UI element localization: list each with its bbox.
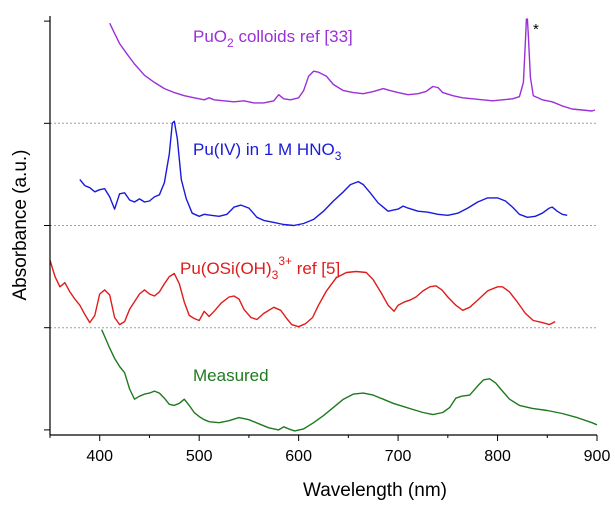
x-tick-label-800: 800 xyxy=(484,448,511,465)
series-label-1: Pu(IV) in 1 M HNO3 xyxy=(193,140,342,163)
peak-marker: * xyxy=(533,21,539,38)
x-tick-label-600: 600 xyxy=(285,448,312,465)
y-axis-label: Absorbance (a.u.) xyxy=(10,149,31,300)
series-line-1 xyxy=(79,120,568,227)
baselines xyxy=(50,122,597,329)
x-axis-label: Wavelength (nm) xyxy=(303,480,447,501)
x-tick-label-500: 500 xyxy=(186,448,213,465)
series-label-0: PuO2 colloids ref [33] xyxy=(193,27,353,50)
series-line-3 xyxy=(101,329,598,432)
x-tick-label-700: 700 xyxy=(385,448,412,465)
series-group xyxy=(49,18,598,432)
axes: 400 500 600 700 800 900 xyxy=(44,16,610,465)
series-labels: PuO2 colloids ref [33] * Pu(IV) in 1 M HNO… xyxy=(180,21,539,385)
x-tick-label-900: 900 xyxy=(584,448,611,465)
series-label-2: Pu(OSi(OH)33+ ref [5] xyxy=(180,254,340,282)
series-line-0 xyxy=(109,18,596,112)
series-line-2 xyxy=(49,259,556,328)
x-tick-label-400: 400 xyxy=(86,448,113,465)
series-label-3: Measured xyxy=(193,366,269,385)
